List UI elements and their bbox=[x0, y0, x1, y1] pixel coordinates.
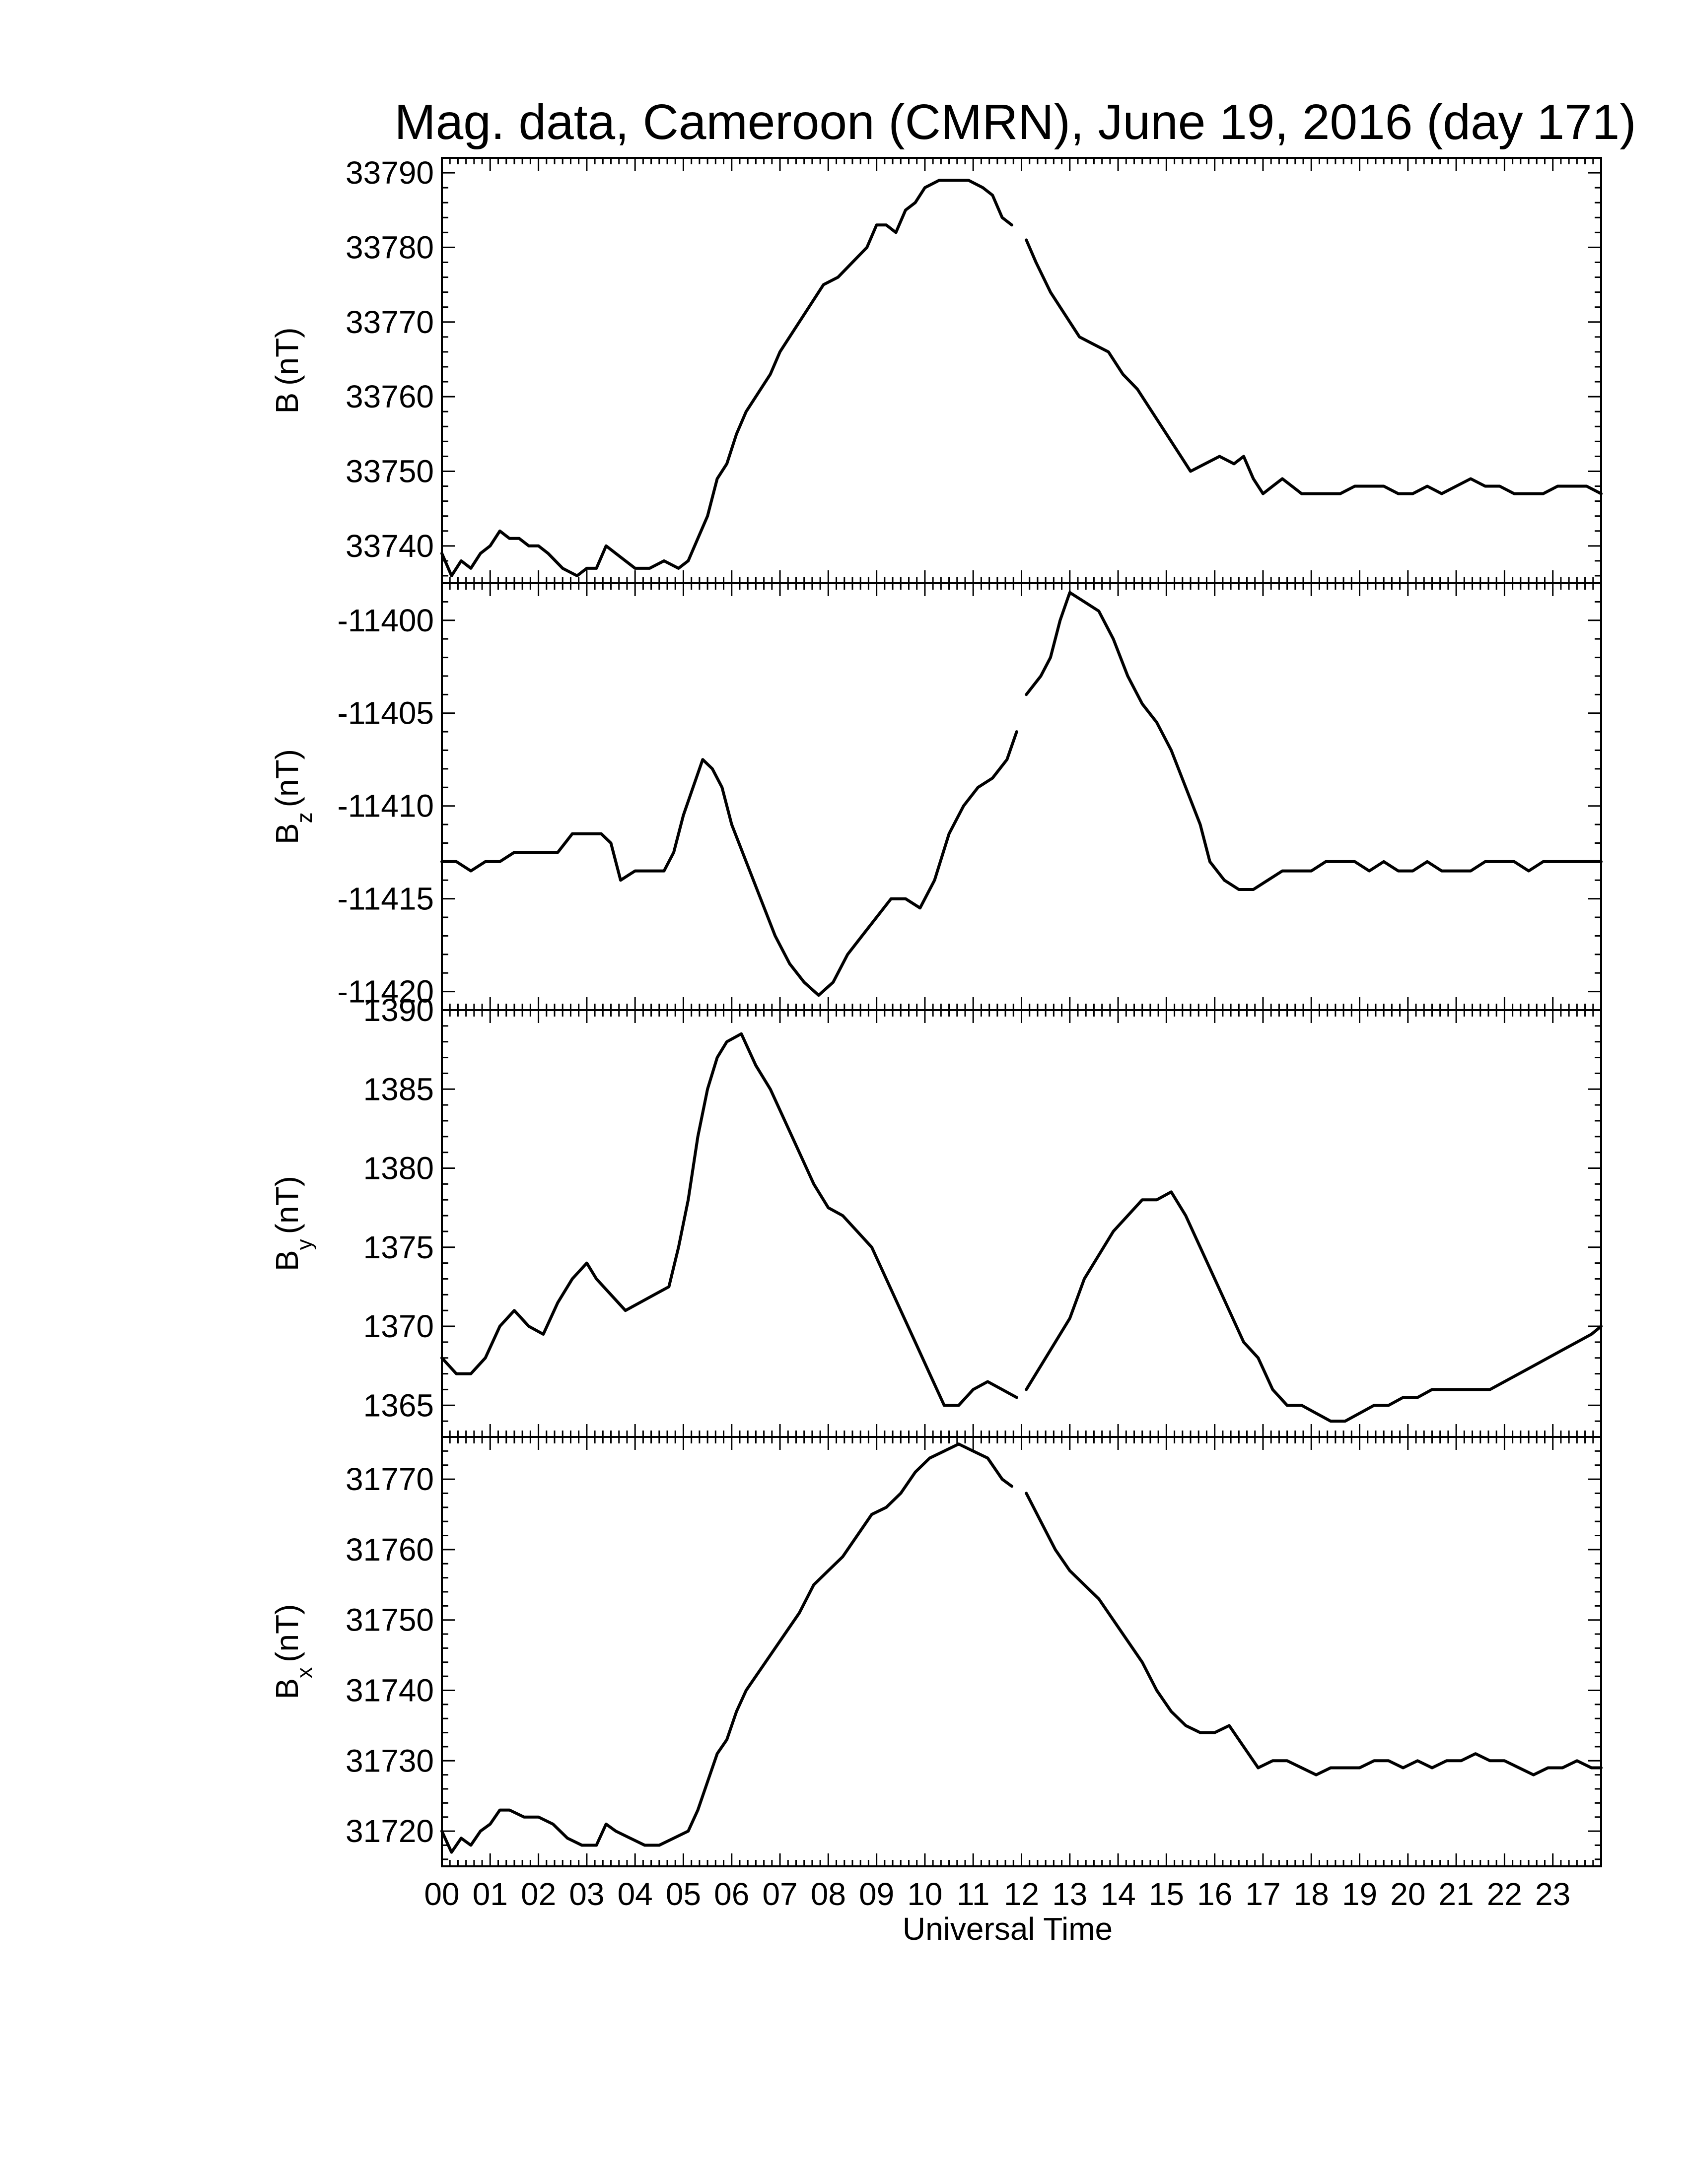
x-tick-label: 08 bbox=[811, 1876, 846, 1912]
x-tick-label: 07 bbox=[762, 1876, 797, 1912]
y-tick-label: 1385 bbox=[363, 1071, 434, 1107]
y-axis-label-main: B bbox=[269, 393, 305, 414]
panels-container: 337403375033760337703378033790B(nT)-1140… bbox=[269, 155, 1603, 1947]
series-line-B-segment-0 bbox=[440, 179, 1013, 577]
series-line-Bx-segment-1 bbox=[1025, 1492, 1603, 1776]
x-tick-label: 09 bbox=[859, 1876, 894, 1912]
x-tick-label: 18 bbox=[1294, 1876, 1329, 1912]
panel-By: 1365 1370 1375 1380 1385 1390 By (nT) bbox=[269, 992, 1603, 1438]
panel-Bz: -11400 -11405 -11410 -11415 -11420 Bz (nT) bbox=[269, 582, 1603, 1011]
x-tick-label: 23 bbox=[1535, 1876, 1570, 1912]
x-tick-label: 10 bbox=[907, 1876, 942, 1912]
y-axis-label: B (nT) bbox=[269, 328, 305, 414]
y-tick-label: -11400 bbox=[337, 603, 434, 638]
x-tick-label: 15 bbox=[1149, 1876, 1184, 1912]
y-axis-label: Bx (nT) bbox=[269, 1604, 317, 1700]
panel-Bx: 31720 31730 31740 31750 31760 31770 Bx (nT) 00 01… bbox=[269, 1436, 1603, 1947]
y-tick-label: 33750 bbox=[346, 453, 434, 489]
y-axis-label-unit: (nT) bbox=[269, 1176, 305, 1234]
y-axis-label: By (nT) bbox=[269, 1176, 317, 1271]
y-axis-label-main: B bbox=[269, 1250, 305, 1271]
y-tick-label: 1390 bbox=[363, 992, 434, 1028]
y-tick-label: 31770 bbox=[346, 1461, 434, 1497]
y-tick-label: 31740 bbox=[346, 1672, 434, 1708]
y-tick-label: -11405 bbox=[337, 695, 434, 731]
x-tick-label: 00 bbox=[424, 1876, 459, 1912]
x-tick-label: 04 bbox=[618, 1876, 653, 1912]
y-tick-label: 33780 bbox=[346, 229, 434, 265]
x-tick-label: 05 bbox=[666, 1876, 701, 1912]
y-tick-label: 33770 bbox=[346, 304, 434, 340]
y-axis-label-unit: (nT) bbox=[269, 749, 305, 807]
y-tick-label: 31760 bbox=[346, 1532, 434, 1568]
x-tick-label: 12 bbox=[1004, 1876, 1039, 1912]
y-axis-label: Bz (nT) bbox=[269, 749, 317, 844]
x-tick-label: 19 bbox=[1342, 1876, 1377, 1912]
y-axis-label-sub: z bbox=[292, 812, 317, 823]
y-tick-label: 33760 bbox=[346, 379, 434, 414]
x-tick-label: 11 bbox=[957, 1876, 989, 1912]
y-axis-label-main: B bbox=[269, 823, 305, 844]
x-tick-label: 01 bbox=[473, 1876, 508, 1912]
x-tick-label: 22 bbox=[1487, 1876, 1522, 1912]
series-line-B-segment-1 bbox=[1025, 238, 1603, 495]
x-tick-label: 14 bbox=[1100, 1876, 1135, 1912]
y-tick-label: 1370 bbox=[363, 1308, 434, 1344]
y-tick-label: 1380 bbox=[363, 1151, 434, 1186]
x-tick-label: 21 bbox=[1439, 1876, 1474, 1912]
x-tick-label: 13 bbox=[1052, 1876, 1087, 1912]
y-tick-label: -11415 bbox=[337, 881, 434, 917]
y-axis-label-sub: y bbox=[292, 1239, 317, 1250]
series-line-Bz-segment-1 bbox=[1025, 591, 1603, 891]
series-line-Bx-segment-0 bbox=[440, 1442, 1013, 1854]
x-tick-label: 20 bbox=[1390, 1876, 1425, 1912]
y-tick-label: 1365 bbox=[363, 1387, 434, 1423]
y-tick-label: 31720 bbox=[346, 1813, 434, 1849]
panel-B: 33740 33750 33760 33770 33780 33790 B (nT) bbox=[269, 155, 1603, 584]
y-tick-label: 31730 bbox=[346, 1743, 434, 1778]
x-tick-label: 17 bbox=[1245, 1876, 1280, 1912]
series-line-By-segment-0 bbox=[440, 1032, 1018, 1407]
x-tick-label: 16 bbox=[1197, 1876, 1232, 1912]
x-tick-label: 02 bbox=[521, 1876, 556, 1912]
y-tick-label: 33740 bbox=[346, 528, 434, 564]
series-line-By-segment-1 bbox=[1025, 1190, 1603, 1423]
y-axis-label-main: B bbox=[269, 1678, 305, 1700]
y-tick-label: -11410 bbox=[337, 788, 434, 824]
figure-title: Mag. data, Cameroon (CMRN), June 19, 201… bbox=[394, 94, 1636, 150]
y-tick-label: 31750 bbox=[346, 1602, 434, 1638]
y-tick-label: -11420 bbox=[337, 974, 434, 1010]
x-tick-label: 06 bbox=[714, 1876, 749, 1912]
x-axis-label: Universal Time bbox=[903, 1911, 1113, 1947]
y-tick-label: 1375 bbox=[363, 1229, 434, 1265]
y-axis-label-sub: x bbox=[292, 1667, 317, 1678]
series-line-Bz-segment-0 bbox=[440, 730, 1018, 997]
y-tick-label: 33790 bbox=[346, 155, 434, 191]
y-axis-label-unit: (nT) bbox=[269, 328, 305, 386]
x-tick-label: 03 bbox=[569, 1876, 604, 1912]
y-axis-label-unit: (nT) bbox=[269, 1604, 305, 1662]
